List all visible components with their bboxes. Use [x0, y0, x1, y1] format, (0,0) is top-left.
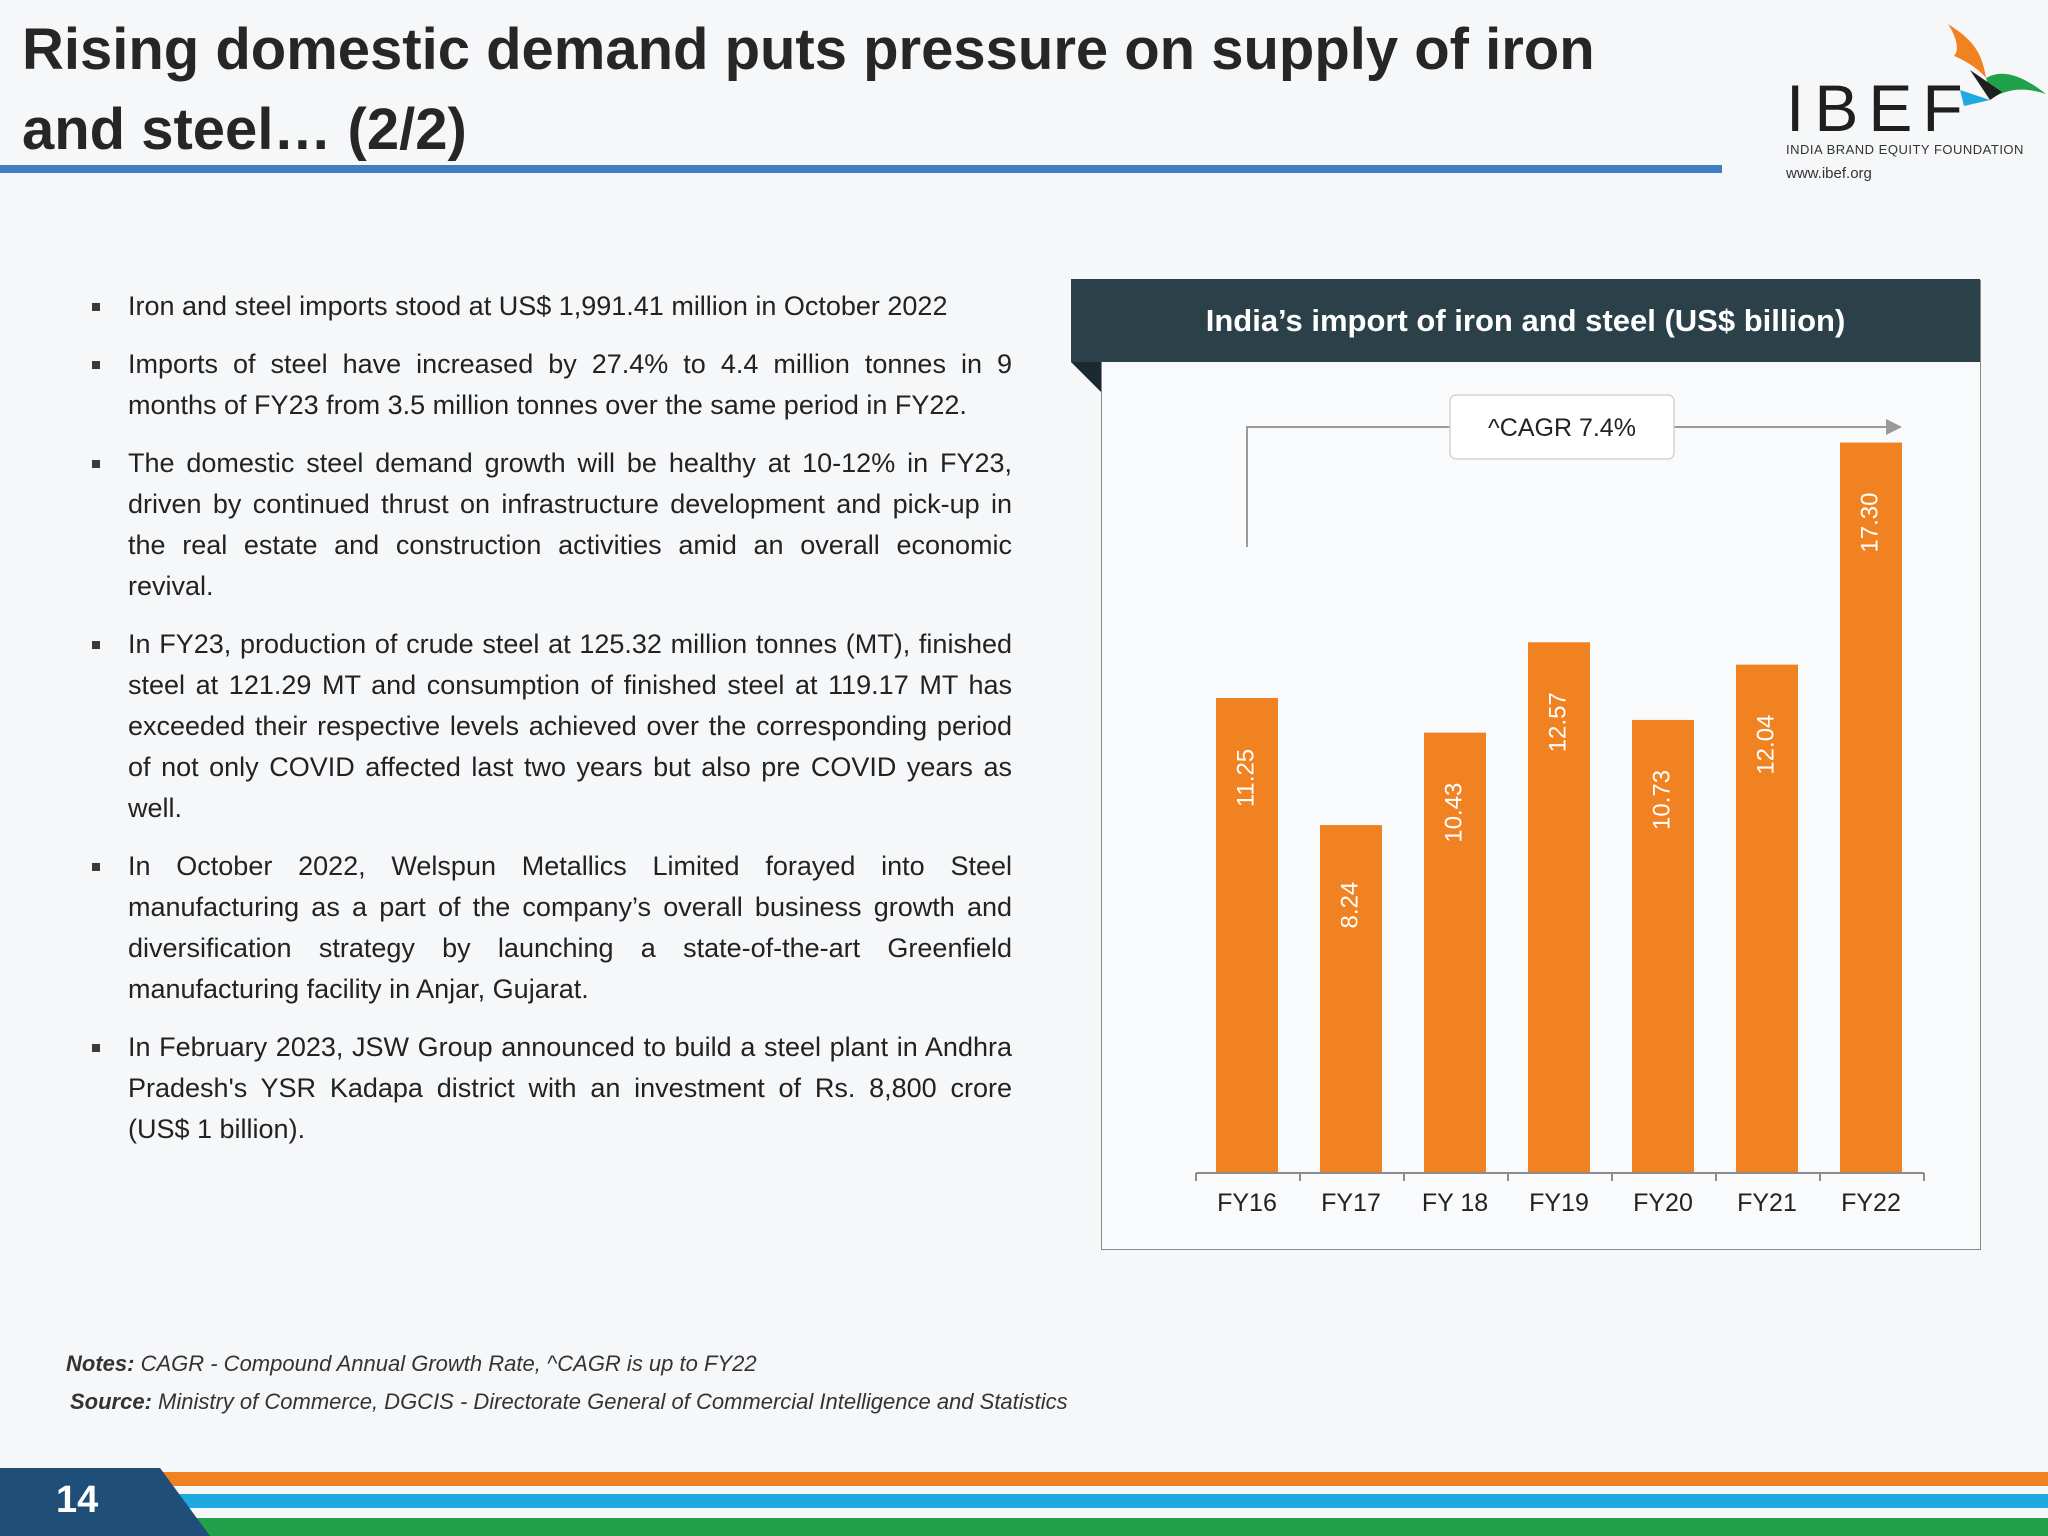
bar-value-label: 12.57 [1544, 692, 1571, 752]
bullet-item: Iron and steel imports stood at US$ 1,99… [90, 286, 1012, 327]
footer-stripe-orange [140, 1472, 2048, 1486]
bullet-square-icon [92, 863, 100, 871]
bar-value-label: 11.25 [1232, 749, 1259, 807]
cagr-box [1449, 394, 1675, 460]
x-tick-label: FY19 [1529, 1189, 1589, 1212]
bullet-item: Imports of steel have increased by 27.4%… [90, 344, 1012, 426]
bullet-item: The domestic steel demand growth will be… [90, 443, 1012, 607]
page-title: Rising domestic demand puts pressure on … [22, 17, 1595, 162]
logo-url: www.ibef.org [1786, 165, 1872, 182]
bar-value-label: 8.24 [1336, 882, 1363, 929]
bar-value-label: 10.43 [1440, 783, 1467, 843]
bar-fy17 [1320, 825, 1382, 1173]
bullet-text: The domestic steel demand growth will be… [128, 448, 1012, 601]
bullet-item: In October 2022, Welspun Metallics Limit… [90, 846, 1012, 1010]
bar-fy20 [1632, 719, 1694, 1173]
bullet-square-icon [92, 303, 100, 311]
x-tick-label: FY20 [1633, 1189, 1693, 1212]
bar-fy18 [1424, 732, 1486, 1173]
bar-fy21 [1736, 664, 1798, 1173]
arrow-head-icon [1886, 419, 1902, 435]
x-tick-label: FY17 [1321, 1189, 1381, 1212]
footer-stripes [0, 1468, 2048, 1536]
bar-value-label: 12.04 [1752, 715, 1779, 775]
page-number: 14 [56, 1479, 99, 1521]
notes-text: CAGR - Compound Annual Growth Rate, ^CAG… [134, 1351, 757, 1376]
bullet-list: Iron and steel imports stood at US$ 1,99… [90, 286, 1012, 1167]
bar-fy19 [1528, 642, 1590, 1173]
source-line: Source: Ministry of Commerce, DGCIS - Di… [70, 1389, 1068, 1415]
bar-value-label: 17.30 [1856, 493, 1883, 553]
bullet-text: In FY23, production of crude steel at 12… [128, 629, 1012, 823]
bullet-text: In October 2022, Welspun Metallics Limit… [128, 851, 1012, 1004]
bullet-text: In February 2023, JSW Group announced to… [128, 1032, 1012, 1144]
notes-label: Notes: [66, 1351, 135, 1376]
x-tick-label: FY22 [1841, 1189, 1901, 1212]
ibef-logo[interactable]: IBEF INDIA BRAND EQUITY FOUNDATION www.i… [1780, 20, 2048, 190]
cagr-label: ^CAGR 7.4% [1488, 414, 1636, 442]
source-text: Ministry of Commerce, DGCIS - Directorat… [151, 1389, 1068, 1414]
notes-line: Notes: CAGR - Compound Annual Growth Rat… [66, 1351, 757, 1377]
source-label: Source: [70, 1389, 152, 1414]
bird-icon [1948, 24, 2046, 106]
footer-stripe-blue [140, 1494, 2048, 1508]
logo-wordmark: IBEF [1786, 71, 1973, 145]
bullet-square-icon [92, 1044, 100, 1052]
bullet-item: In February 2023, JSW Group announced to… [90, 1027, 1012, 1150]
bullet-square-icon [92, 460, 100, 468]
x-tick-label: FY16 [1217, 1189, 1277, 1212]
bullet-item: In FY23, production of crude steel at 12… [90, 624, 1012, 829]
chart-title-fold [1071, 362, 1101, 392]
title-underline [0, 165, 1722, 173]
footer-stripe-green [140, 1518, 2048, 1536]
bullet-square-icon [92, 641, 100, 649]
chart-title: India’s import of iron and steel (US$ bi… [1071, 279, 1980, 362]
bullet-text: Imports of steel have increased by 27.4%… [128, 349, 1012, 420]
bullet-square-icon [92, 361, 100, 369]
bullet-text: Iron and steel imports stood at US$ 1,99… [128, 291, 948, 321]
bar-value-label: 10.73 [1648, 770, 1675, 830]
x-tick-label: FY 18 [1422, 1189, 1488, 1212]
bar-fy16 [1216, 698, 1278, 1173]
bar-fy22 [1840, 442, 1902, 1173]
logo-tagline: INDIA BRAND EQUITY FOUNDATION [1786, 142, 2024, 157]
import-bar-chart: 11.25 8.24 10.43 12.57 10.73 12.04 17.30 FY16 F… [1195, 394, 1925, 1212]
x-tick-label: FY21 [1737, 1189, 1797, 1212]
